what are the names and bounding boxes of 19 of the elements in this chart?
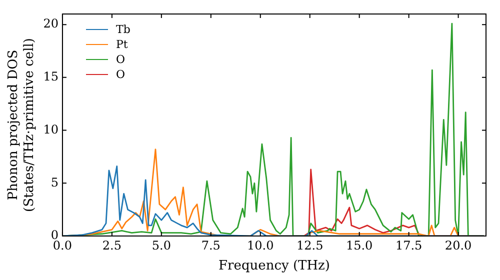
x-tick-label: 17.5 <box>395 238 422 252</box>
x-tick-label: 0.0 <box>52 238 72 252</box>
legend-label: O <box>116 52 126 67</box>
y-tick-label: 10 <box>43 122 58 136</box>
x-tick-label: 2.5 <box>102 238 122 252</box>
y-tick-label: 20 <box>43 16 58 31</box>
x-tick-label: 12.5 <box>296 238 324 252</box>
x-axis-title: Frequency (THz) <box>218 258 330 274</box>
x-tick-label: 15.0 <box>346 238 373 252</box>
y-tick-label: 5 <box>50 175 58 190</box>
x-tick-label: 7.5 <box>201 238 220 252</box>
y-axis-title: Phonon projected DOS (States/THz·primitive cell) <box>6 38 37 212</box>
x-tick-label: 20.0 <box>444 238 472 252</box>
legend-label: O <box>116 67 126 82</box>
legend-label: Tb <box>116 22 130 37</box>
y-tick-label: 15 <box>43 70 58 84</box>
x-tick-label: 5.0 <box>152 238 171 252</box>
x-tick-label: 10.0 <box>247 238 274 252</box>
legend-label: Pt <box>116 37 128 52</box>
